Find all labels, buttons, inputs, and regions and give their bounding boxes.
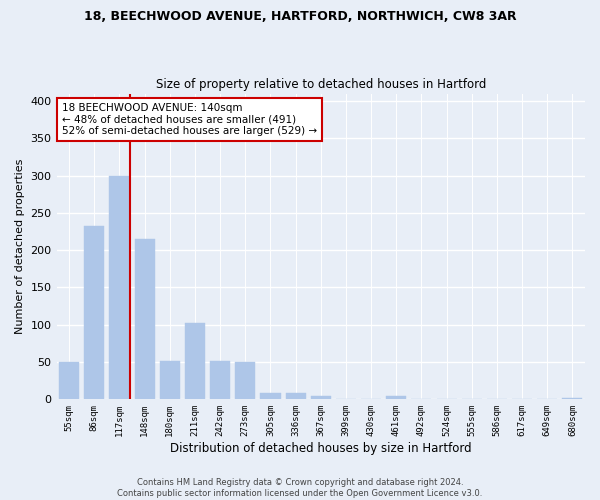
Text: 18 BEECHWOOD AVENUE: 140sqm
← 48% of detached houses are smaller (491)
52% of se: 18 BEECHWOOD AVENUE: 140sqm ← 48% of det… xyxy=(62,102,317,136)
Bar xyxy=(109,176,130,400)
Bar xyxy=(59,362,79,400)
Bar xyxy=(311,396,331,400)
Text: Contains HM Land Registry data © Crown copyright and database right 2024.
Contai: Contains HM Land Registry data © Crown c… xyxy=(118,478,482,498)
Bar xyxy=(286,392,305,400)
Bar xyxy=(210,360,230,400)
Bar xyxy=(235,362,256,400)
Y-axis label: Number of detached properties: Number of detached properties xyxy=(15,159,25,334)
Bar xyxy=(84,226,104,400)
Bar xyxy=(134,239,155,400)
Bar xyxy=(185,322,205,400)
Bar xyxy=(386,396,406,400)
Bar xyxy=(160,360,180,400)
X-axis label: Distribution of detached houses by size in Hartford: Distribution of detached houses by size … xyxy=(170,442,472,455)
Bar xyxy=(562,398,583,400)
Text: 18, BEECHWOOD AVENUE, HARTFORD, NORTHWICH, CW8 3AR: 18, BEECHWOOD AVENUE, HARTFORD, NORTHWIC… xyxy=(83,10,517,23)
Title: Size of property relative to detached houses in Hartford: Size of property relative to detached ho… xyxy=(155,78,486,91)
Bar xyxy=(260,392,281,400)
